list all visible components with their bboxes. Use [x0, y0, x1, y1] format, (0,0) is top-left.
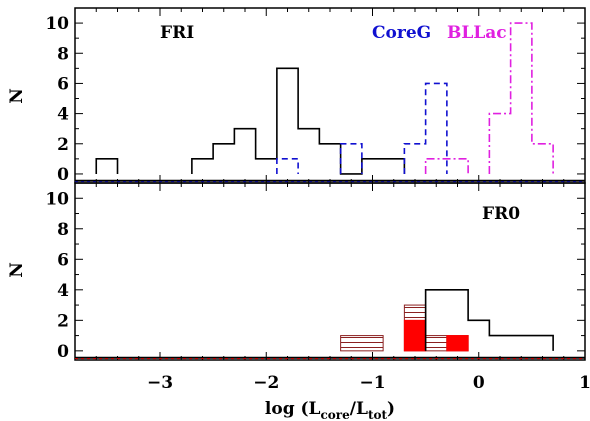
y-tick-label: 4: [57, 105, 69, 125]
top-panel-frame: [74, 7, 586, 184]
y-tick-label: 8: [57, 220, 69, 240]
x-tick-label: −3: [147, 373, 173, 393]
y-tick-label: 6: [57, 250, 69, 270]
y-tick-label: 10: [45, 14, 69, 34]
series-coreg-outline: [276, 82, 448, 174]
panel-label-fr0: FR0: [482, 204, 520, 224]
hatched-bar: [340, 335, 384, 352]
y-axis-label-bottom: N: [7, 262, 27, 278]
x-tick-label: 0: [473, 373, 485, 393]
y-tick-label: 8: [57, 44, 69, 64]
y-tick-label: 0: [57, 165, 69, 185]
y-tick-label: 2: [57, 311, 69, 331]
filled-bar: [446, 335, 469, 352]
series-fri-outline: [95, 67, 406, 175]
y-tick-label: 2: [57, 135, 69, 155]
y-tick-label: 6: [57, 74, 69, 94]
x-tick-label: 1: [579, 373, 590, 393]
series-fr0-outline: [424, 289, 554, 351]
bottom-panel-plot: 0 2 4 6 8 10 −3 −2 −1 0 1: [45, 183, 590, 393]
x-axis-label: log (Lcore/Ltot): [265, 399, 395, 421]
top-panel-plot: 0 2 4 6 8 10: [45, 8, 586, 185]
legend-coreg: CoreG: [372, 23, 431, 43]
legend-bllac: BLLac: [447, 23, 507, 43]
series-bllac-outline: [424, 22, 554, 174]
x-tick-label: −2: [253, 373, 279, 393]
hatched-bar: [425, 335, 448, 352]
y-axis-label-top: N: [7, 88, 27, 104]
x-tick-label: −1: [359, 373, 385, 393]
panel-label-fri: FRI: [160, 23, 194, 43]
y-tick-label: 4: [57, 281, 69, 301]
filled-bar: [403, 319, 427, 352]
y-tick-label: 0: [57, 342, 69, 362]
y-tick-label: 10: [45, 189, 69, 209]
